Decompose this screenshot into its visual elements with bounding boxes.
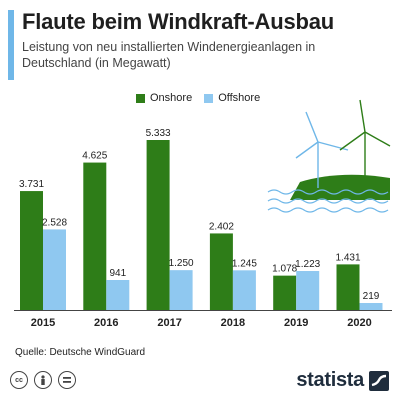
data-label-offshore-2017: 1.250 — [169, 258, 194, 269]
statista-wordmark: statista — [296, 369, 364, 391]
bar-onshore-2020 — [336, 264, 360, 310]
wave-line-2 — [267, 198, 389, 204]
data-label-onshore-2020: 1.431 — [335, 252, 360, 263]
statista-logo-icon — [369, 370, 389, 391]
data-label-onshore-2018: 2.402 — [209, 221, 234, 232]
bar-onshore-2019 — [273, 275, 297, 310]
source-note: Quelle: Deutsche WindGuard — [15, 347, 146, 358]
bar-offshore-2017 — [169, 270, 193, 310]
bar-offshore-2016 — [106, 280, 130, 310]
no-derivatives-icon[interactable] — [58, 371, 76, 389]
chart-legend: Onshore Offshore — [136, 92, 260, 104]
data-label-offshore-2018: 1.245 — [232, 258, 257, 269]
chart-subtitle: Leistung von neu installierten Windenerg… — [22, 40, 316, 70]
data-label-offshore-2015: 2.528 — [42, 217, 67, 228]
hill-shape — [290, 174, 390, 200]
bar-offshore-2019 — [296, 271, 320, 310]
chart-title: Flaute beim Windkraft-Ausbau — [22, 9, 335, 34]
data-label-offshore-2020: 219 — [363, 291, 380, 302]
x-tick-label-2017: 2017 — [157, 317, 181, 329]
bar-onshore-2017 — [146, 140, 170, 310]
data-label-offshore-2019: 1.223 — [295, 259, 320, 270]
data-label-onshore-2017: 5.333 — [146, 128, 171, 139]
data-label-offshore-2016: 941 — [109, 268, 126, 279]
bar-onshore-2018 — [209, 233, 233, 310]
bar-onshore-2015 — [20, 191, 43, 310]
wave-line-1 — [267, 189, 389, 195]
legend-label-onshore: Onshore — [150, 92, 193, 104]
bar-onshore-2016 — [83, 162, 107, 310]
attribution-icon[interactable] — [34, 371, 52, 389]
legend-swatch-onshore — [136, 93, 145, 103]
wind-turbine-illustration — [267, 99, 391, 213]
bar-offshore-2018 — [232, 270, 256, 310]
bar-offshore-2020 — [359, 303, 383, 310]
legend-item-offshore: Offshore — [204, 92, 260, 104]
data-label-onshore-2019: 1.078 — [272, 264, 297, 275]
x-tick-label-2018: 2018 — [221, 317, 245, 329]
x-tick-label-2019: 2019 — [284, 317, 308, 329]
title-accent-bar — [8, 10, 14, 80]
statista-logo[interactable]: statista — [296, 369, 389, 392]
bar-offshore-2015 — [43, 229, 66, 310]
wave-line-3 — [267, 207, 389, 213]
x-tick-label-2016: 2016 — [94, 317, 118, 329]
legend-swatch-offshore — [204, 93, 214, 103]
license-icons: cc — [10, 371, 76, 389]
turbine-right-blades — [339, 99, 391, 151]
x-tick-label-2020: 2020 — [347, 317, 371, 329]
data-label-onshore-2015: 3.731 — [19, 179, 44, 190]
data-label-onshore-2016: 4.625 — [82, 151, 107, 162]
legend-label-offshore: Offshore — [218, 92, 261, 104]
turbine-left-blades — [295, 111, 349, 159]
x-tick-label-2015: 2015 — [31, 317, 55, 329]
legend-item-onshore: Onshore — [136, 92, 192, 104]
creative-commons-icon[interactable]: cc — [10, 371, 28, 389]
